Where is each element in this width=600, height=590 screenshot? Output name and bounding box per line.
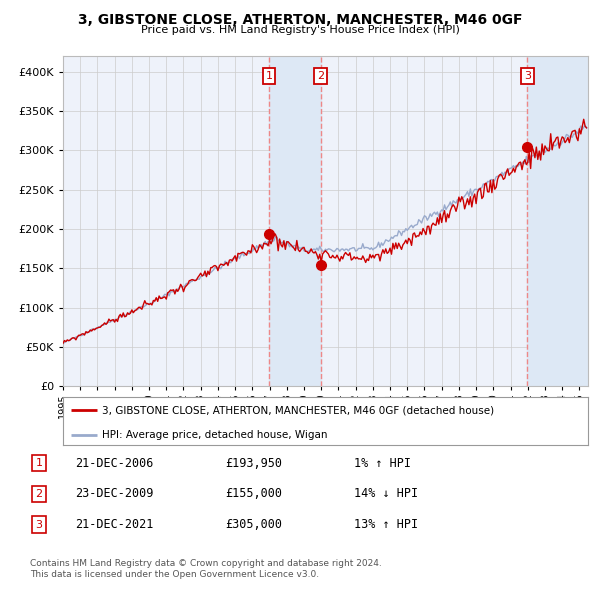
Text: 3, GIBSTONE CLOSE, ATHERTON, MANCHESTER, M46 0GF: 3, GIBSTONE CLOSE, ATHERTON, MANCHESTER,… (78, 13, 522, 27)
Text: 3: 3 (35, 520, 43, 529)
Text: 21-DEC-2021: 21-DEC-2021 (75, 518, 154, 531)
Text: 1: 1 (35, 458, 43, 468)
Text: £155,000: £155,000 (225, 487, 282, 500)
Text: HPI: Average price, detached house, Wigan: HPI: Average price, detached house, Wiga… (103, 430, 328, 440)
Text: 13% ↑ HPI: 13% ↑ HPI (354, 518, 418, 531)
Text: 2: 2 (35, 489, 43, 499)
Text: 23-DEC-2009: 23-DEC-2009 (75, 487, 154, 500)
Text: 14% ↓ HPI: 14% ↓ HPI (354, 487, 418, 500)
Text: 21-DEC-2006: 21-DEC-2006 (75, 457, 154, 470)
Bar (527, 56, 588, 386)
Text: 1: 1 (266, 71, 272, 81)
Text: Contains HM Land Registry data © Crown copyright and database right 2024.: Contains HM Land Registry data © Crown c… (30, 559, 382, 568)
Text: This data is licensed under the Open Government Licence v3.0.: This data is licensed under the Open Gov… (30, 571, 319, 579)
Text: 3, GIBSTONE CLOSE, ATHERTON, MANCHESTER, M46 0GF (detached house): 3, GIBSTONE CLOSE, ATHERTON, MANCHESTER,… (103, 405, 494, 415)
Text: 2: 2 (317, 71, 324, 81)
Text: Price paid vs. HM Land Registry's House Price Index (HPI): Price paid vs. HM Land Registry's House … (140, 25, 460, 35)
Text: 3: 3 (524, 71, 531, 81)
Bar (269, 56, 320, 386)
Text: £193,950: £193,950 (225, 457, 282, 470)
Text: £305,000: £305,000 (225, 518, 282, 531)
Text: 1% ↑ HPI: 1% ↑ HPI (354, 457, 411, 470)
